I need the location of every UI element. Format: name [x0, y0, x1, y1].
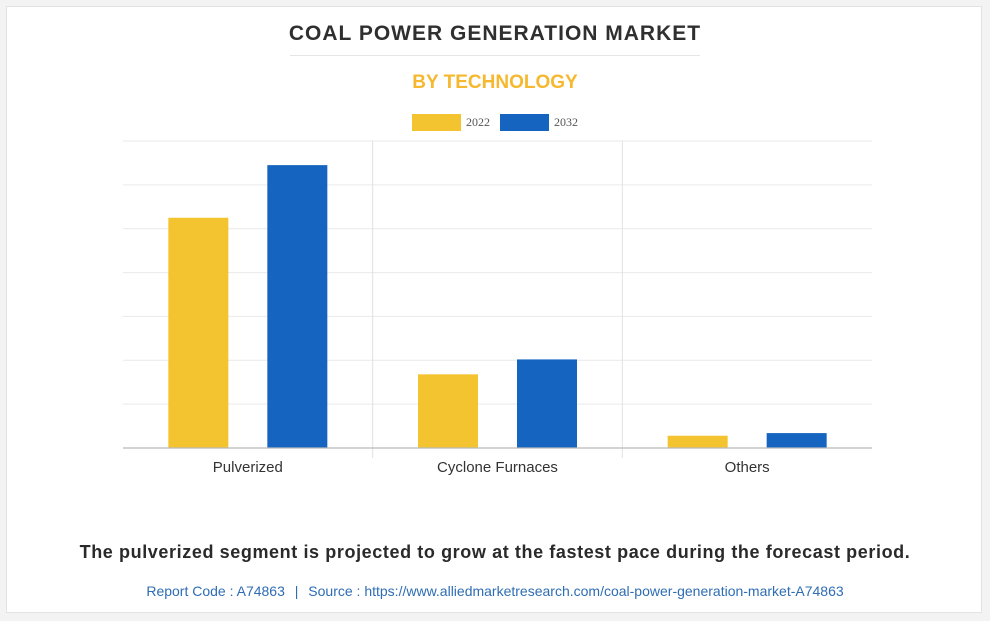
bar-cyclone-furnaces-2032	[517, 359, 577, 448]
chart-legend: 2022 2032	[0, 114, 990, 131]
legend-swatch-2022	[412, 114, 461, 131]
bar-others-2032	[766, 433, 827, 448]
source-separator: |	[294, 583, 299, 599]
chart-title: COAL POWER GENERATION MARKET	[288, 22, 702, 45]
bar-pulverized-2032	[267, 165, 328, 448]
x-tick-label: Cyclone Furnaces	[437, 459, 558, 476]
bar-pulverized-2022	[168, 217, 229, 448]
bar-cyclone-furnaces-2022	[418, 374, 478, 448]
source-link[interactable]: Source : https://www.alliedmarketresearc…	[308, 583, 844, 599]
x-tick-label: Pulverized	[213, 459, 283, 476]
x-tick-label: Others	[725, 459, 770, 476]
bar-chart: Pulverized Cyclone Furnaces Others	[123, 140, 872, 476]
chart-subtitle: BY TECHNOLOGY	[412, 72, 578, 93]
legend-swatch-2032	[500, 114, 549, 131]
legend-item-2022[interactable]: 2022	[412, 114, 490, 131]
legend-item-2032[interactable]: 2032	[500, 114, 578, 131]
chart-footnote: The pulverized segment is projected to g…	[79, 542, 911, 562]
source-line: Report Code : A74863 | Source : https://…	[0, 583, 990, 599]
bar-others-2022	[667, 435, 728, 448]
legend-label-2022: 2022	[466, 115, 490, 129]
legend-label-2032: 2032	[554, 115, 578, 129]
title-divider	[290, 55, 700, 56]
report-code: Report Code : A74863	[146, 583, 285, 599]
